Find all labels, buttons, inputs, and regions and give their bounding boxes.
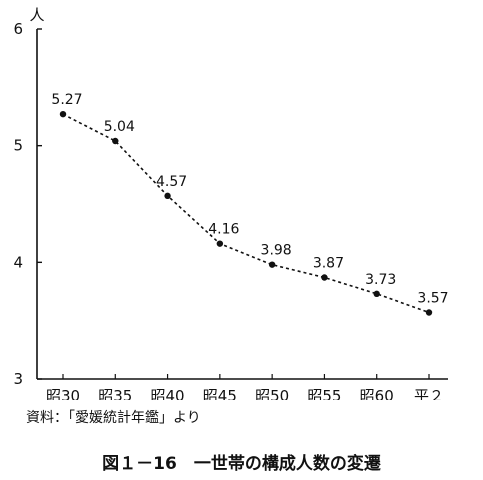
data-label: 3.73	[365, 272, 396, 288]
source-note: 資料：「愛媛統計年鑑」より	[26, 410, 201, 426]
x-tick-label: 昭50	[255, 387, 289, 400]
data-label: 3.98	[261, 243, 292, 259]
x-tick-label: 昭40	[151, 387, 185, 400]
x-tick-label: 昭30	[46, 387, 80, 400]
y-tick-label: 3	[13, 370, 23, 388]
y-tick-label: 5	[13, 137, 23, 155]
y-tick-label: 6	[13, 20, 23, 38]
data-point	[321, 274, 328, 281]
data-point	[373, 290, 380, 298]
x-tick-label: 昭60	[360, 387, 394, 400]
x-tick-label: 昭45	[203, 387, 237, 400]
data-label: 5.04	[104, 119, 135, 135]
x-tick-label: 昭55	[307, 387, 341, 400]
figure-caption: 図１－16 一世帯の構成人数の変遷	[102, 454, 381, 474]
data-point	[164, 192, 171, 200]
y-tick-label: 4	[13, 253, 23, 271]
data-label: 3.87	[313, 256, 344, 272]
data-label: 4.57	[156, 174, 187, 190]
x-tick-label: 昭35	[98, 387, 132, 400]
data-point	[112, 137, 119, 145]
data-label: 4.16	[208, 222, 239, 238]
data-label: 3.57	[417, 291, 448, 307]
axes	[36, 28, 448, 380]
series-line-group	[59, 110, 433, 316]
data-point	[59, 110, 67, 118]
series-line	[62, 113, 430, 314]
x-tick-label: 平２	[414, 387, 444, 400]
data-label: 5.27	[51, 92, 82, 108]
y-axis-unit-label: 人	[29, 6, 44, 24]
data-point	[425, 309, 433, 316]
data-point	[216, 240, 224, 247]
data-point	[268, 261, 276, 268]
